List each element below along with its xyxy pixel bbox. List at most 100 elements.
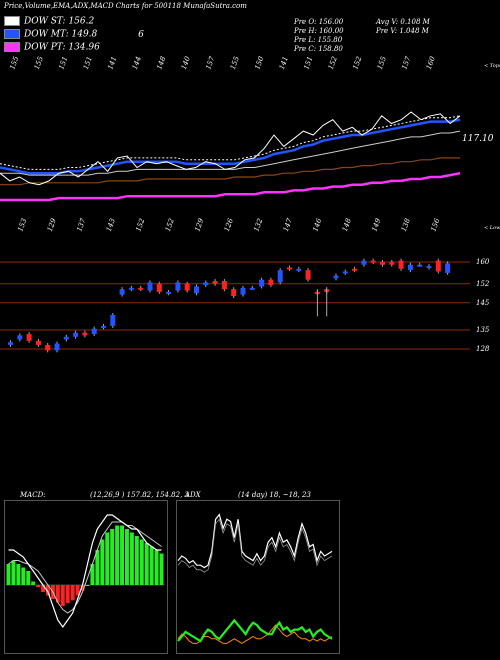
candle-body [45,344,51,351]
low-value-label: 143 [105,217,117,233]
legend-extra-six: 6 [138,29,144,40]
ema-long-line [0,157,460,186]
candle-body [35,340,41,345]
candle-body [184,283,190,291]
low-value-label: 149 [370,217,382,233]
macd-histogram-bar [6,564,11,585]
dow-pt-line [0,171,461,202]
candle-body [268,279,274,286]
top-value-label: 155 [229,55,241,71]
top-value-label: 155 [8,55,20,71]
ohlc-open: Pre O: 156.00 [294,18,344,26]
candle-body [63,336,69,340]
macd-panel-frame [4,500,168,654]
low-value-label: 152 [134,217,146,233]
candle-body [389,262,395,265]
ema-mid-line [0,130,461,176]
candle-body [361,260,367,265]
legend-mt-label: DOW MT: 149.8 [24,29,98,40]
adx-panel-frame [176,500,340,654]
candle-body [342,271,348,274]
low-value-label: 129 [46,217,58,233]
candle-body [26,334,32,341]
macd-histogram-bar [75,585,80,596]
legend-dow-pt: DOW PT: 134.96 [4,42,100,53]
candle-body [221,281,227,290]
tops-label: < Tops [484,63,500,69]
top-value-label: 151 [82,55,94,70]
price-level-label: 128 [476,345,490,353]
adx-line [177,513,333,569]
candle-body [175,282,181,291]
candle-body [259,279,265,287]
macd-histogram-bar [41,585,45,592]
top-value-label: 141 [278,55,290,70]
macd-histogram-bar [11,560,16,585]
candle-body [426,266,432,269]
macd-histogram-bar [95,550,100,585]
candle-body [296,268,302,271]
candle-body [101,325,106,328]
macd-histogram-bar [65,585,70,604]
top-value-label: 155 [376,55,388,71]
low-value-label: 129 [193,217,205,233]
legend-swatch-white [4,16,20,26]
macd-line [8,514,162,629]
candle-body [166,291,172,294]
top-value-label: 155 [33,55,45,71]
macd-histogram-bar [139,539,144,585]
macd-histogram-bar [115,525,120,585]
low-value-label: 156 [429,217,441,233]
top-value-label: 151 [302,55,314,70]
top-value-label: 157 [400,55,412,71]
macd-histogram-bar [129,532,134,585]
candle-body [119,289,125,295]
legend-swatch-magenta [4,42,20,52]
adx-title: ADX [185,491,201,499]
price-level-label: 145 [476,299,490,307]
macd-histogram-bar [85,585,90,586]
candle-body [82,332,88,336]
candle-body [352,268,358,271]
macd-histogram-bar [80,585,85,591]
top-value-label: 144 [131,55,143,70]
macd-histogram-bar [26,571,31,585]
candle-body [333,275,339,279]
ema-short-dotted-line [0,115,461,170]
candle-body [417,264,423,267]
lows-label: < Lows [484,225,500,231]
macd-histogram-bar [149,546,154,585]
macd-histogram-bar [100,539,105,585]
macd-histogram-bar [55,585,60,603]
last-value-label: 117.10 [462,134,494,144]
adx-shadow-line [177,518,333,573]
candle-body [91,328,97,335]
ohlc-prev-volume: Pre V: 1.048 M [376,27,429,35]
candle-body [156,283,162,292]
macd-histogram-bar [120,525,124,585]
low-value-label: 147 [282,217,294,233]
candle-body [73,332,79,337]
adx-di-plus-line [177,618,333,643]
candle-body [212,281,218,284]
candle-body [110,315,116,326]
top-value-label: 152 [351,55,363,71]
candle-body [435,260,441,272]
macd-histogram-bar [159,553,164,585]
legend-pt-label: DOW PT: 134.96 [24,42,100,53]
candle-body [8,342,13,345]
candle-body [203,282,209,286]
candle-body [194,286,199,294]
macd-histogram-bar [90,564,95,585]
macd-histogram-bar [110,529,115,585]
candle-body [277,270,283,283]
top-value-label: 150 [253,55,265,71]
price-level-label: 152 [476,280,490,288]
top-value-label: 157 [204,55,216,71]
low-value-label: 138 [400,217,412,233]
low-value-label: 126 [223,217,235,233]
chart-title: Price,Volume,EMA,ADX,MACD Charts for 500… [4,2,247,10]
low-value-label: 153 [16,217,28,233]
candle-body [138,287,144,290]
